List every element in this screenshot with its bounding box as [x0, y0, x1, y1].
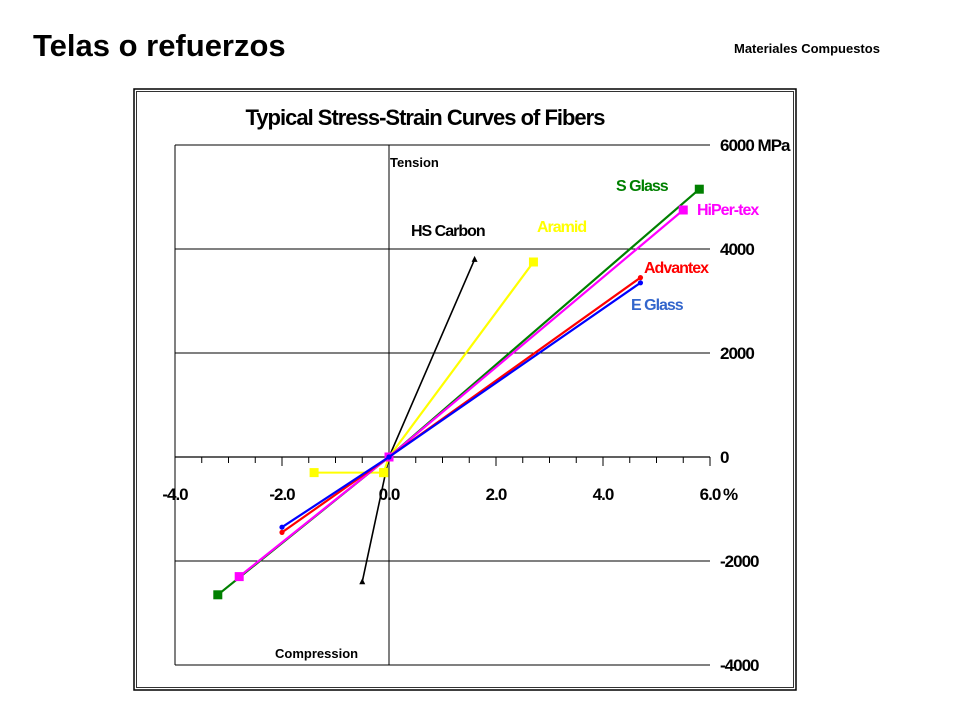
series [213, 184, 704, 600]
x-tick-label: -2.0 [269, 485, 295, 504]
slide-title: Telas o refuerzos [33, 28, 286, 63]
x-tick-label: 6.0 [700, 485, 721, 504]
data-point [386, 454, 392, 460]
data-point [359, 578, 366, 585]
data-point [279, 529, 285, 536]
y-tick-label: -2000 [720, 552, 759, 571]
compression-label: Compression [275, 646, 358, 661]
data-point [678, 205, 688, 215]
x-tick-label: 0.0 [379, 485, 400, 504]
data-point [309, 468, 319, 478]
axis-ticks [174, 457, 711, 466]
series-labels: HS Carbon Aramid S Glass HiPer-tex Advantex E… [411, 178, 760, 314]
series-advantex [279, 275, 644, 536]
y-tick-label: 2000 [720, 344, 754, 363]
chart-frame [133, 88, 797, 691]
x-unit-label: % [723, 485, 738, 504]
series-label-hs-carbon: HS Carbon [411, 223, 485, 240]
series-label-aramid: Aramid [537, 219, 586, 236]
series-e-glass [279, 280, 644, 530]
series-label-s-glass: S Glass [616, 178, 669, 195]
tension-label: Tension [390, 155, 439, 170]
axis-labels: -4.0 -2.0 0.0 2.0 4.0 6.0 % 6000 MPa 4000 2000 0 -2… [162, 136, 792, 675]
x-tick-label: 4.0 [593, 485, 614, 504]
data-point [471, 255, 478, 262]
data-point [637, 280, 644, 286]
series-label-e-glass: E Glass [631, 297, 684, 314]
slide-subtitle: Materiales Compuestos [734, 41, 880, 56]
data-point [637, 275, 644, 281]
data-point [234, 572, 244, 582]
series-line [217, 188, 701, 596]
y-tick-label: 4000 [720, 240, 754, 259]
series-hs-carbon [359, 255, 478, 585]
y-tick-label: 0 [720, 448, 729, 467]
series-s-glass [213, 184, 704, 600]
y-tick-label: -4000 [720, 656, 759, 675]
series-label-hiper-tex: HiPer-tex [697, 202, 759, 219]
series-line [281, 276, 642, 534]
data-point [213, 590, 223, 600]
data-point [694, 184, 704, 194]
y-tick-label: 6000 MPa [720, 136, 791, 155]
data-point [528, 257, 538, 267]
chart-frame-inner [136, 91, 794, 688]
series-line [361, 259, 476, 582]
data-point [379, 468, 389, 478]
x-tick-label: -4.0 [162, 485, 188, 504]
series-label-advantex: Advantex [644, 260, 709, 277]
series-aramid [309, 257, 538, 478]
chart-title: Typical Stress-Strain Curves of Fibers [246, 105, 606, 130]
x-tick-label: 2.0 [486, 485, 507, 504]
data-point [279, 524, 285, 530]
